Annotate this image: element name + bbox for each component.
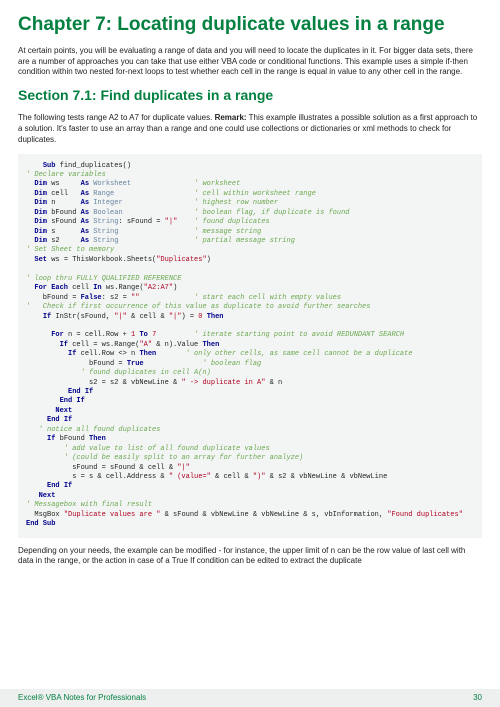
section-intro: The following tests range A2 to A7 for d… bbox=[18, 113, 482, 145]
footer-page: 30 bbox=[473, 693, 482, 704]
closing-paragraph: Depending on your needs, the example can… bbox=[18, 546, 482, 568]
chapter-intro: At certain points, you will be evaluatin… bbox=[18, 46, 482, 78]
footer-left: Excel® VBA Notes for Professionals bbox=[18, 693, 146, 704]
page-body: Chapter 7: Locating duplicate values in … bbox=[0, 0, 500, 567]
intro-bold: Remark: bbox=[215, 113, 247, 122]
intro-pre: The following tests range A2 to A7 for d… bbox=[18, 113, 215, 122]
chapter-title: Chapter 7: Locating duplicate values in … bbox=[18, 14, 482, 36]
section-title: Section 7.1: Find duplicates in a range bbox=[18, 86, 482, 105]
page-footer: Excel® VBA Notes for Professionals 30 bbox=[0, 689, 500, 707]
code-block: Sub find_duplicates() ' Declare variable… bbox=[18, 154, 482, 538]
